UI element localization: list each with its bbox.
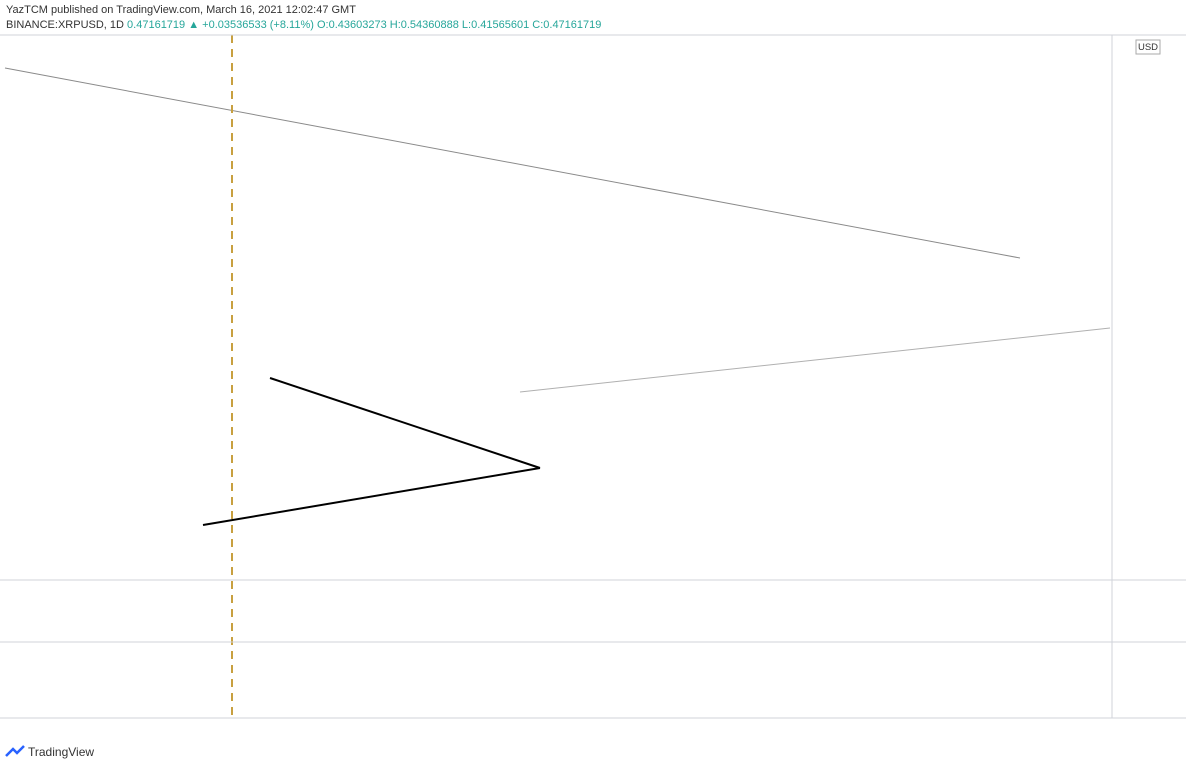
symbol-line: BINANCE:XRPUSD, 1D 0.47161719 ▲ +0.03536… [6, 18, 601, 33]
triangle-line [202, 467, 541, 526]
price: 0.47161719 [127, 19, 186, 31]
logo [5, 745, 25, 757]
ohlc: O:0.43603273 H:0.54360888 L:0.41565601 C… [316, 19, 602, 31]
publish-line: YazTCM published on TradingView.com, Mar… [6, 4, 356, 16]
footer: TradingView [28, 745, 95, 759]
header: YazTCM published on TradingView.com, Mar… [6, 3, 601, 33]
triangle-line [269, 377, 541, 469]
currency: USD [1138, 42, 1158, 53]
symbol: BINANCE:XRPUSD, 1D [6, 19, 124, 31]
trend-line [4, 67, 1021, 259]
change: ▲ +0.03536533 (+8.11%) [188, 19, 314, 31]
currency-box [1135, 39, 1161, 55]
trend-line [519, 327, 1111, 393]
